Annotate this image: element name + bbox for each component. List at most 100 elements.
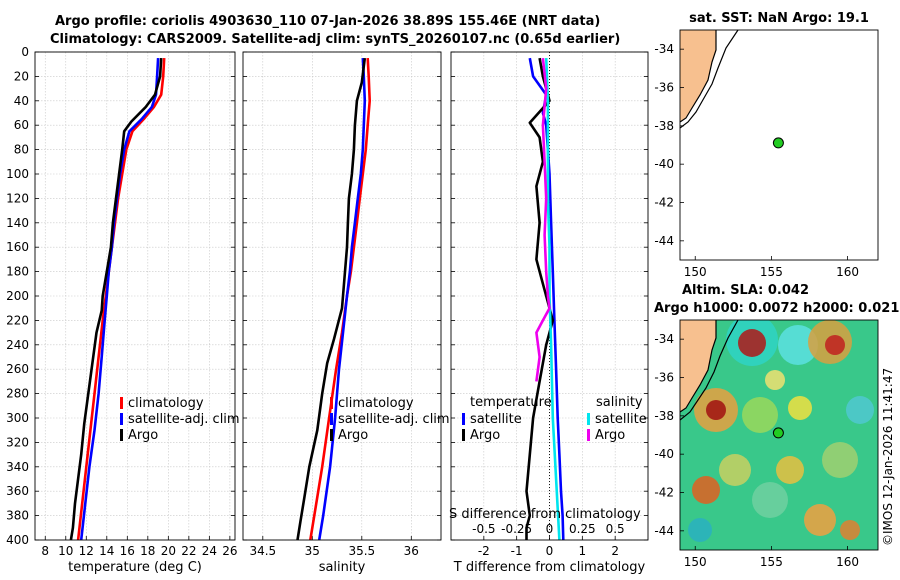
sla-anomaly-blob <box>778 325 818 365</box>
y-tick-label: 160 <box>6 240 29 254</box>
map-y-tick-label: -40 <box>654 447 674 461</box>
legend-temp-label: climatology <box>128 396 204 411</box>
sla-anomaly-blob <box>804 504 836 536</box>
x-tick-label: 34.5 <box>249 544 276 558</box>
sla-anomaly-blob <box>825 335 845 355</box>
legend-swatch <box>330 429 333 441</box>
sla-anomaly-blob <box>719 454 751 486</box>
axes-frame-sal <box>242 51 442 541</box>
sla-anomaly-blob <box>765 370 785 390</box>
legend-swatch <box>330 413 333 425</box>
header-line1: Argo profile: coriolis 4903630_110 07-Ja… <box>55 14 601 29</box>
legend-swatch <box>462 413 465 425</box>
legend-swatch <box>120 429 123 441</box>
legend-swatch <box>462 429 465 441</box>
map-y-tick-label: -42 <box>654 486 674 500</box>
top-tick-label: 0 <box>546 522 554 536</box>
sst-map-title: sat. SST: NaN Argo: 19.1 <box>689 11 869 26</box>
map-x-tick-label: 155 <box>760 555 783 569</box>
land-shape <box>680 30 716 122</box>
y-tick-label: 140 <box>6 216 29 230</box>
legend-sal-label: climatology <box>338 396 414 411</box>
y-tick-label: 280 <box>6 387 29 401</box>
argo-location-marker <box>772 427 784 439</box>
legend-diff-temp-title: temperature <box>470 395 552 410</box>
series-line-satellite-adj-clim <box>317 58 367 541</box>
top-tick-label: 0.25 <box>569 522 596 536</box>
map-y-tick-label: -44 <box>654 234 674 248</box>
sla-anomaly-blob <box>706 400 726 420</box>
map-x-tick-label: 150 <box>684 555 707 569</box>
map-y-tick-label: -34 <box>654 332 674 346</box>
x-tick-label: 35.5 <box>348 544 375 558</box>
legend-diff-temp-label: Argo <box>470 428 500 443</box>
sla-anomaly-blob <box>692 476 720 504</box>
map-x-tick-label: 160 <box>836 555 859 569</box>
x-tick-label: 35 <box>305 544 320 558</box>
series-line-salinity-argo <box>535 57 551 382</box>
sla-map-title2: Argo h1000: 0.0072 h2000: 0.021 <box>654 301 899 316</box>
legend-diff-sal-label: Argo <box>595 428 625 443</box>
top-tick-label: -0.25 <box>501 522 532 536</box>
coastline <box>679 30 717 123</box>
depth-contour <box>680 320 739 421</box>
series-line-climatology <box>76 58 166 541</box>
x-tick-label: 14 <box>99 544 114 558</box>
x-axis-label: T difference from climatology <box>453 560 646 575</box>
legend-swatch <box>587 429 590 441</box>
map-x-tick-label: 160 <box>836 265 859 279</box>
series-line-climatology <box>309 58 372 541</box>
y-tick-label: 260 <box>6 362 29 376</box>
top-tick-label: -0.5 <box>472 522 495 536</box>
series-line-temperature-argo <box>525 57 555 540</box>
top-axis-label: S difference from climatology <box>449 507 641 522</box>
x-tick-label: 24 <box>202 544 217 558</box>
sla-anomaly-blob <box>840 520 860 540</box>
legend-sal-label: Argo <box>338 428 368 443</box>
land-shape <box>680 320 716 412</box>
x-axis-label: salinity <box>319 560 366 575</box>
legend-swatch <box>330 397 333 409</box>
map-x-tick-label: 155 <box>760 265 783 279</box>
axes-frame-diff <box>450 51 649 541</box>
legend-temp-label: Argo <box>128 428 158 443</box>
sst-map-frame <box>679 29 879 261</box>
sla-anomaly-blob <box>776 456 804 484</box>
legend-diff-sal-label: satellite <box>595 412 647 427</box>
y-tick-label: 340 <box>6 460 29 474</box>
map-y-tick-label: -38 <box>654 119 674 133</box>
sla-anomaly-blob <box>688 518 712 542</box>
x-tick-label: 0 <box>546 544 554 558</box>
sla-anomaly-blob <box>752 482 788 518</box>
sla-anomaly-blob <box>846 396 874 424</box>
x-tick-label: 16 <box>120 544 135 558</box>
y-tick-label: 240 <box>6 338 29 352</box>
credit-text: ©IMOS 12-Jan-2026 11:41:47 <box>881 368 895 546</box>
map-x-tick-label: 150 <box>684 265 707 279</box>
y-tick-label: 0 <box>21 45 29 59</box>
depth-contour <box>679 29 739 129</box>
series-line-argo <box>69 58 163 541</box>
y-tick-label: 200 <box>6 289 29 303</box>
x-tick-label: 2 <box>611 544 619 558</box>
y-tick-label: 300 <box>6 411 29 425</box>
map-y-tick-label: -42 <box>654 196 674 210</box>
sla-map-title1: Altim. SLA: 0.042 <box>682 283 809 298</box>
map-y-tick-label: -36 <box>654 371 674 385</box>
sla-anomaly-blob <box>822 442 858 478</box>
y-tick-label: 120 <box>6 191 29 205</box>
legend-swatch <box>120 413 123 425</box>
x-axis-label: temperature (deg C) <box>68 560 202 575</box>
y-tick-label: 100 <box>6 167 29 181</box>
y-tick-label: 20 <box>14 69 29 83</box>
x-tick-label: 26 <box>222 544 237 558</box>
y-tick-label: 180 <box>6 265 29 279</box>
top-tick-label: 0.5 <box>606 522 625 536</box>
y-tick-label: 60 <box>14 118 29 132</box>
x-tick-label: 12 <box>79 544 94 558</box>
map-y-tick-label: -34 <box>654 42 674 56</box>
y-tick-label: 360 <box>6 484 29 498</box>
axes-frame-temp <box>34 51 236 541</box>
map-y-tick-label: -36 <box>654 81 674 95</box>
